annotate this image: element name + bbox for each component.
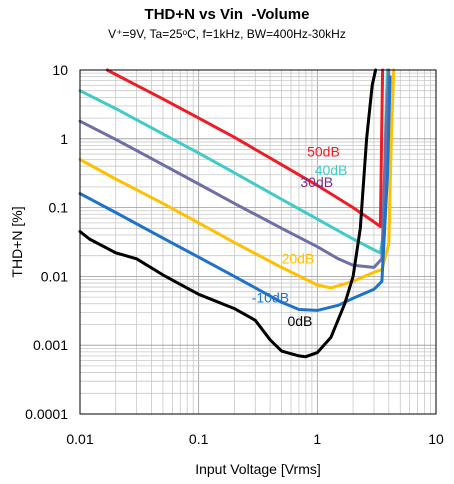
series-line-50db bbox=[105, 68, 385, 229]
x-axis-label: Input Voltage [Vrms] bbox=[195, 461, 321, 477]
y-tick-label: 0.1 bbox=[49, 200, 69, 216]
y-tick-label: 10 bbox=[52, 62, 68, 78]
series-label-50db: 50dB bbox=[307, 144, 340, 160]
chart-subtitle: V⁺=9V, Ta=25ᵒC, f=1kHz, BW=400Hz-30kHz bbox=[108, 27, 346, 41]
chart-title: THD+N vs Vin -Volume bbox=[144, 6, 310, 23]
series-line-10db bbox=[78, 75, 392, 312]
y-tick-label: 0.01 bbox=[41, 268, 68, 284]
y-tick-label: 1 bbox=[60, 131, 68, 147]
y-tick-label: 0.0001 bbox=[25, 406, 68, 422]
series-line-0db bbox=[78, 68, 378, 359]
x-tick-label: 10 bbox=[428, 431, 444, 447]
plot-frame bbox=[79, 69, 437, 415]
y-axis-label: THD+N [%] bbox=[9, 206, 25, 277]
series-label-0db: 0dB bbox=[287, 313, 312, 329]
tick-labels: 0.01 0.1 1 10 0.0001 0.001 0.01 0.1 1 10 bbox=[25, 62, 444, 447]
x-tick-label: 1 bbox=[313, 431, 321, 447]
y-tick-label: 0.001 bbox=[33, 337, 68, 353]
series-label-40db: 40dB bbox=[315, 162, 348, 178]
x-tick-label: 0.01 bbox=[66, 431, 93, 447]
series-label-30db: 30dB bbox=[300, 174, 333, 190]
series-label-20db: 20dB bbox=[282, 250, 315, 266]
x-tick-label: 0.1 bbox=[189, 431, 209, 447]
series-line-20db bbox=[78, 68, 396, 290]
series-layer bbox=[78, 68, 396, 359]
series-label-10db: -10dB bbox=[252, 289, 289, 305]
